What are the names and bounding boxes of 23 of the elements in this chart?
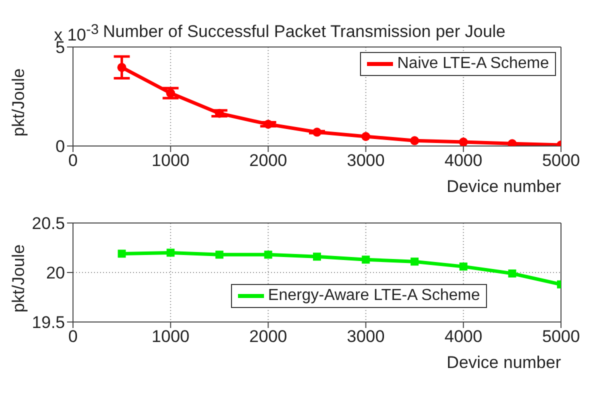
x-tick-label: 3000 xyxy=(346,327,385,346)
x-tick-label: 4000 xyxy=(444,327,482,346)
y-tick-label: 0 xyxy=(56,137,65,156)
x-tick-label: 0 xyxy=(68,327,78,346)
x-tick-label: 4000 xyxy=(444,151,482,170)
legend-label: Naive LTE-A Scheme xyxy=(397,55,549,73)
x-tick-label: 0 xyxy=(68,151,78,170)
x-tick-label: 3000 xyxy=(346,151,385,170)
x-tick-label: 1000 xyxy=(152,327,190,346)
x-tick-label: 2000 xyxy=(249,151,288,170)
x-tick-label: 5000 xyxy=(542,151,580,170)
x-tick-label: 2000 xyxy=(249,327,288,346)
y-axis-title: pkt/Joule xyxy=(9,68,28,136)
x-axis-title: Device number xyxy=(446,353,562,372)
y-tick-label: 19.5 xyxy=(32,313,65,332)
x-tick-label: 5000 xyxy=(542,327,580,346)
y-axis-title: pkt/Joule xyxy=(9,244,28,312)
x-tick-label: 1000 xyxy=(152,151,190,170)
y-tick-label: 20.5 xyxy=(32,214,65,234)
y-tick-label: 20 xyxy=(46,264,65,283)
legend-label: Energy-Aware LTE-A Scheme xyxy=(268,287,480,305)
chart-title: Number of Successful Packet Transmission per Joule xyxy=(103,22,506,42)
x-axis-title: Device number xyxy=(446,177,562,196)
